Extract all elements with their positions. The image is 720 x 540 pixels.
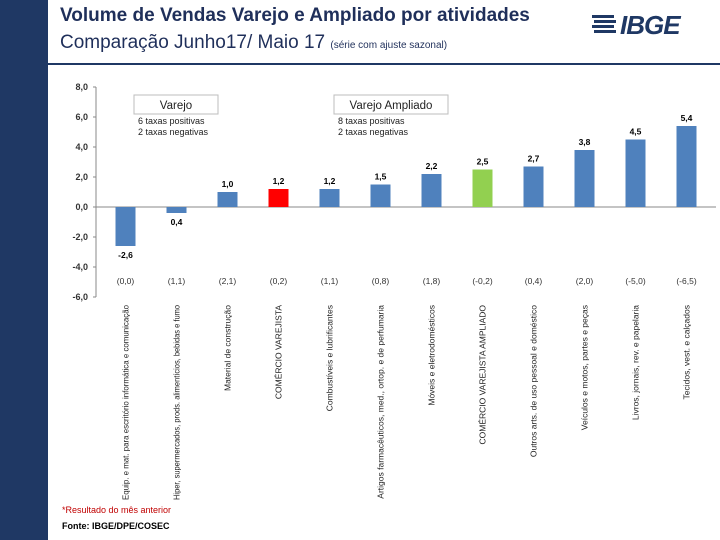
previous-month-label: (-6,5) (676, 276, 696, 286)
x-category-label: COMÉRCIO VAREJISTA (274, 305, 284, 399)
bar-value-label: 5,4 (681, 113, 693, 123)
x-category-label: COMÉRCIO VAREJISTA AMPLIADO (478, 305, 488, 445)
y-tick-label: -2,0 (72, 232, 88, 242)
bar (268, 189, 289, 207)
x-category-label: Outros arts. de uso pessoal e doméstico (529, 305, 539, 457)
bar-value-label: 4,5 (630, 127, 642, 137)
ibge-logo-text: IBGE (620, 10, 681, 40)
x-category-label: Hiper, supermercados, prods. alimentício… (172, 305, 182, 500)
previous-month-label: (-5,0) (625, 276, 645, 286)
ibge-logo-mark-icon (592, 15, 616, 33)
y-tick-label: -4,0 (72, 262, 88, 272)
previous-month-label: (-0,2) (472, 276, 492, 286)
bar (625, 139, 646, 207)
y-tick-label: 4,0 (75, 142, 88, 152)
bar (370, 184, 391, 207)
annotation-box (133, 94, 219, 115)
y-tick-label: -6,0 (72, 292, 88, 302)
annotation-title: Varejo (160, 100, 192, 112)
bar-value-label: 1,2 (273, 176, 285, 186)
annotation-line: 6 taxas positivas (138, 116, 205, 126)
previous-month-label: (1,1) (168, 276, 186, 286)
annotation-title: Varejo Ampliado (350, 100, 433, 112)
bar-value-label: 1,2 (324, 176, 336, 186)
bar-chart: -6,0 -4,0 -2,0 0,0 2,0 4,0 6,0 8,0 -2,6 (0,0) Equi… (72, 82, 716, 500)
subtitle-note: (série com ajuste sazonal) (330, 40, 448, 51)
header-rule (48, 63, 720, 65)
previous-month-label: (1,1) (321, 276, 339, 286)
y-tick-label: 0,0 (75, 202, 88, 212)
x-category-label: Tecidos, vest. e calçados (682, 305, 692, 400)
x-category-label: Material de construção (223, 305, 233, 391)
x-category-label: Artigos farmacêuticos, med., ortop. e de… (376, 305, 386, 499)
bar-value-label: 2,2 (426, 161, 438, 171)
bar-value-label: 2,5 (477, 157, 489, 167)
previous-month-label: (1,8) (423, 276, 441, 286)
annotation-box (333, 94, 449, 115)
bar (574, 150, 595, 207)
previous-month-label: (0,8) (372, 276, 390, 286)
annotation-line: 2 taxas negativas (138, 127, 209, 137)
bar (421, 174, 442, 207)
bar (115, 207, 136, 246)
page-title: Volume de Vendas Varejo e Ampliado por a… (60, 5, 530, 26)
annotation-line: 8 taxas positivas (338, 116, 405, 126)
previous-month-label: (2,1) (219, 276, 237, 286)
x-category-label: Livros, jornais, rev. e papelaria (631, 305, 641, 420)
page-subtitle: Comparação Junho17/ Maio 17 (série com a… (60, 32, 447, 54)
bar (319, 189, 340, 207)
previous-month-label: (0,2) (270, 276, 288, 286)
x-category-label: Equip. e mat. para escritório informátic… (121, 305, 131, 500)
bar-value-label: 1,0 (222, 179, 234, 189)
bar-value-label: 3,8 (579, 137, 591, 147)
bar-value-label: -2,6 (118, 250, 133, 260)
bar (523, 166, 544, 207)
previous-month-label: (2,0) (576, 276, 594, 286)
bar (676, 126, 697, 207)
x-category-label: Veículos e motos, partes e peças (580, 305, 590, 430)
y-tick-label: 8,0 (75, 82, 88, 92)
bar (166, 207, 187, 213)
y-tick-label: 2,0 (75, 172, 88, 182)
source-note: Fonte: IBGE/DPE/COSEC (62, 521, 170, 531)
left-sidebar-band (0, 0, 48, 540)
bar (472, 169, 493, 207)
y-tick-label: 6,0 (75, 112, 88, 122)
footnote: *Resultado do mês anterior (62, 505, 172, 515)
bar (217, 192, 238, 207)
bar-value-label: 1,5 (375, 172, 387, 182)
bar-value-label: 0,4 (171, 217, 183, 227)
x-category-label: Combustíveis e lubrificantes (325, 305, 335, 411)
x-category-label: Móveis e eletrodomésticos (427, 305, 437, 406)
previous-month-label: (0,4) (525, 276, 543, 286)
previous-month-label: (0,0) (117, 276, 135, 286)
subtitle-text: Comparação Junho17/ Maio 17 (60, 32, 326, 53)
bar-value-label: 2,7 (528, 154, 540, 164)
ibge-logo: IBGE (590, 8, 700, 42)
annotation-line: 2 taxas negativas (338, 127, 409, 137)
